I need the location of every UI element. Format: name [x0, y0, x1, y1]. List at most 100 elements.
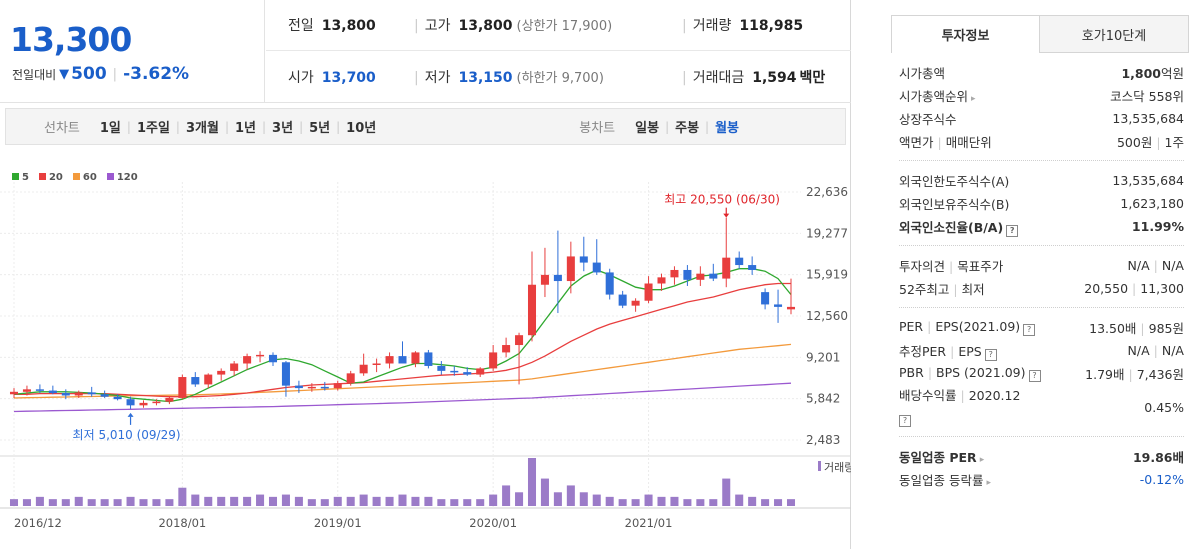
candle-body [243, 356, 252, 364]
divider: | [112, 66, 118, 82]
candle-body [411, 352, 420, 364]
candle-chart-group: 봉차트 일봉 | 주봉 | 월봉 [579, 117, 745, 137]
candle-body [696, 273, 705, 280]
help-icon[interactable]: ? [1006, 224, 1019, 237]
foreign-limit-row: 외국인한도주식수(A) 13,535,684 [899, 173, 1184, 189]
x-tick-label: 2018/01 [158, 516, 206, 530]
help-icon[interactable]: ? [1028, 370, 1041, 382]
quote-summary: 13,300 전일대비 ▼ 500 | -3.62% 전일 13,800 | [0, 0, 851, 103]
high-price: | 고가 13,800 (상한가 17,900) [414, 18, 613, 34]
industry-rate-row: 동일업종 등락률 ▸ -0.12% [899, 472, 1184, 488]
quote-row-2: 시가 13,700 | 저가 13,150 (하한가 9,700) | 거래대금… [266, 52, 851, 103]
volume-bar [631, 499, 640, 506]
chart-legend: 5 20 60 120 [12, 172, 138, 183]
volume-bar [527, 458, 537, 506]
y-tick-label: 2,483 [806, 433, 840, 447]
volume-bar [217, 496, 226, 506]
candle-body [502, 345, 511, 353]
volume-bar [463, 499, 472, 506]
candle-period-0[interactable]: 일봉 [635, 121, 660, 136]
volume-bar [320, 499, 329, 506]
candle-body [74, 392, 83, 396]
low-price: | 저가 13,150 (하한가 9,700) [414, 70, 604, 86]
candle-body [437, 365, 446, 371]
legend-swatch [38, 173, 46, 180]
y-tick-label: 22,636 [806, 185, 848, 199]
divider: | [299, 119, 304, 134]
chevron-right-icon: ▸ [979, 455, 985, 465]
dividend-row: 배당수익률 | 2020.12? 0.45% [899, 388, 1184, 427]
candle-body [618, 294, 627, 306]
candle-body [774, 304, 783, 307]
candle-body [476, 368, 485, 375]
help-icon[interactable]: ? [1023, 324, 1036, 336]
candle-body [566, 256, 575, 282]
candle-body [359, 364, 368, 374]
volume-bar [346, 496, 355, 506]
candle-body [670, 269, 679, 278]
volume-bar [566, 485, 575, 506]
candle-body [722, 257, 731, 279]
volume-bar [398, 494, 407, 506]
y-tick-label: 15,919 [806, 268, 848, 282]
tab-order-book[interactable]: 호가10단계 [1040, 15, 1189, 53]
candle-period-1[interactable]: 주봉 [675, 121, 700, 136]
x-tick-label: 2016/12 [14, 516, 62, 530]
tab-invest-info[interactable]: 투자정보 [891, 15, 1040, 53]
legend-swatch [12, 173, 19, 180]
cap-rank-row: 시가총액순위 ▸ 코스닥 558위 [899, 89, 1184, 104]
chevron-right-icon: ▸ [971, 94, 976, 104]
candle-body [152, 401, 161, 404]
chevron-right-icon: ▸ [986, 478, 992, 488]
volume-bar [385, 496, 394, 506]
volume-bar [437, 499, 446, 506]
prev-close: 전일 13,800 [288, 18, 376, 34]
help-icon[interactable]: ? [899, 415, 911, 427]
volume-bar [230, 496, 239, 506]
line-period-2[interactable]: 3개월 [185, 121, 219, 136]
volume-bar [786, 499, 796, 506]
diff-percent: -3.62% [123, 64, 190, 84]
candle-body [463, 372, 472, 375]
help-icon[interactable]: ? [984, 348, 997, 361]
price-change: 전일대비 ▼ 500 | -3.62% [12, 64, 189, 84]
volume-bar [9, 499, 19, 506]
candle-body [540, 274, 549, 285]
diff-label: 전일대비 [12, 67, 57, 82]
trade-amount: | 거래대금 1,594 백만 [682, 70, 826, 86]
candle-body [320, 386, 329, 389]
volume-bar [48, 499, 57, 506]
candle-body [579, 256, 588, 263]
candle-period-2[interactable]: 월봉 [715, 121, 739, 136]
y-tick-label: 5,842 [806, 392, 840, 406]
week52-row: 52주최고 | 최저 20,550 | 11,300 [899, 281, 1184, 297]
candle-body [605, 272, 614, 295]
volume-bar [709, 499, 718, 506]
volume-bar [359, 494, 368, 506]
line-period-3[interactable]: 1년 [234, 121, 256, 136]
volume-bar [281, 494, 290, 506]
line-period-4[interactable]: 3년 [272, 121, 294, 136]
candle-body [61, 393, 70, 396]
candle-body [256, 354, 265, 357]
line-period-5[interactable]: 5년 [309, 121, 331, 136]
volume-bar [61, 499, 70, 506]
volume-bar [372, 496, 381, 506]
candle-body [346, 373, 355, 384]
volume-bar [165, 499, 174, 506]
invest-info: 시가총액 1,800억원 시가총액순위 ▸ 코스닥 558위 상장주식수 13,5… [891, 53, 1190, 498]
divider: | [705, 119, 710, 134]
candle-body [113, 396, 122, 400]
info-panel: 투자정보 호가10단계 시가총액 1,800억원 시가총액순위 ▸ 코스닥 558… [891, 15, 1190, 515]
line-period-6[interactable]: 10년 [346, 121, 377, 136]
line-period-0[interactable]: 1일 [99, 121, 121, 136]
divider: | [665, 119, 670, 134]
line-period-1[interactable]: 1주일 [136, 121, 170, 136]
divider: | [336, 119, 341, 134]
low-arrow-head [127, 412, 134, 417]
candle-body [489, 352, 498, 369]
info-section-opinion: 투자의견 | 목표주가 N/A | N/A 52주최고 | 최저 20,550 | 11,300 [899, 246, 1184, 308]
candle-body [553, 274, 562, 282]
ma120-line [13, 382, 792, 413]
quote-row-1: 전일 13,800 | 고가 13,800 (상한가 17,900) | 거래량… [266, 0, 851, 51]
